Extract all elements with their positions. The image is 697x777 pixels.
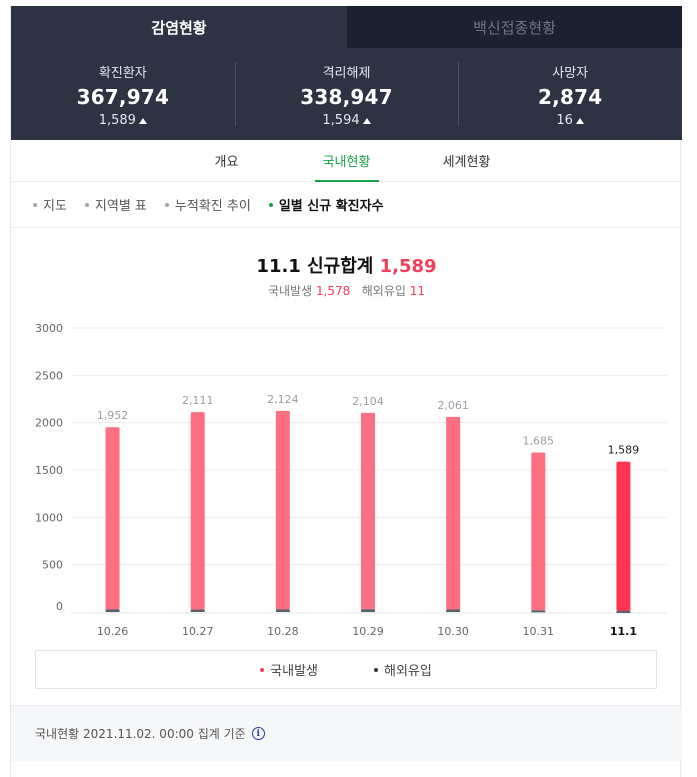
x-tick-label: 11.1 <box>610 625 637 638</box>
filter-label: 지역별 표 <box>94 199 147 214</box>
bar-domestic <box>275 410 290 610</box>
chart-title-total: 1,589 <box>379 256 437 277</box>
y-tick-label: 2000 <box>35 417 63 430</box>
y-tick-label: 3000 <box>35 322 63 335</box>
bar-overseas <box>105 609 120 612</box>
tab-overview[interactable]: 개요 <box>214 155 239 170</box>
legend-label: 국내발생 <box>270 664 318 679</box>
chart-legend: 국내발생 해외유입 <box>35 650 657 689</box>
filter-map[interactable]: 지도 <box>33 195 67 214</box>
y-tick-label: 2500 <box>35 369 63 382</box>
stat-confirmed: 확진환자 367,974 1,589 <box>11 48 235 140</box>
y-tick-label: 0 <box>56 600 63 613</box>
legend-item-domestic[interactable]: 국내발생 <box>260 660 318 679</box>
bullet-dot-icon <box>84 202 89 207</box>
x-tick-label: 10.30 <box>437 625 469 638</box>
x-tick-label: 10.31 <box>523 625 555 638</box>
stat-value: 367,974 <box>76 85 170 109</box>
filter-region-table[interactable]: 지역별 표 <box>84 195 147 214</box>
bar-overseas <box>361 609 375 612</box>
bar-total-label: 1,589 <box>608 444 640 457</box>
filter-label: 지도 <box>43 199 67 214</box>
stat-value: 338,947 <box>300 85 393 109</box>
chart-subtitle: 국내발생 1,578 해외유입 11 <box>11 282 682 299</box>
bar-total-label: 2,111 <box>182 394 214 407</box>
filter-cumulative-trend[interactable]: 누적확진 추이 <box>164 195 251 214</box>
domestic-value: 1,578 <box>315 284 351 298</box>
x-tick-label: 10.27 <box>182 625 214 638</box>
info-icon[interactable]: i <box>251 727 265 740</box>
legend-item-overseas[interactable]: 해외유입 <box>374 660 432 679</box>
stat-delta: 1,594 <box>322 113 371 128</box>
bullet-dot-icon <box>33 202 37 207</box>
stat-value: 2,874 <box>538 85 603 109</box>
tab-infection-status[interactable]: 감염현황 <box>11 6 347 48</box>
bar-overseas <box>275 609 290 612</box>
stat-delta-value: 1,594 <box>322 113 360 128</box>
stat-label: 확진환자 <box>98 66 147 81</box>
bar-total-label: 1,952 <box>97 409 129 422</box>
data-basis-footer: 국내현황 2021.11.02. 00:00 집계 기준 i <box>11 705 682 761</box>
stat-delta: 1,589 <box>99 113 147 128</box>
y-tick-label: 500 <box>42 559 63 572</box>
bar-domestic <box>361 412 375 610</box>
filter-label: 일별 신규 확진자수 <box>278 199 384 214</box>
bar-domestic <box>105 427 120 610</box>
stat-label: 격리해제 <box>322 66 371 81</box>
bar-total-label: 1,685 <box>523 434 555 447</box>
stat-delta-value: 16 <box>556 113 573 128</box>
triangle-up-icon <box>362 117 371 124</box>
legend-label: 해외유입 <box>384 664 432 679</box>
tab-vaccination-status[interactable]: 백신접종현황 <box>347 6 682 48</box>
x-tick-label: 10.28 <box>267 625 299 638</box>
bullet-dot-icon <box>164 202 169 207</box>
stat-label: 사망자 <box>552 66 589 81</box>
filter-label: 누적확진 추이 <box>174 199 251 214</box>
bar-overseas <box>531 610 546 613</box>
stat-delta-value: 1,589 <box>98 113 136 128</box>
overseas-value: 11 <box>409 284 426 298</box>
domestic-label: 국내발생 <box>267 284 313 298</box>
chart-title: 11.1 신규합계 1,589 <box>11 252 682 278</box>
filter-daily-new-cases[interactable]: 일별 신규 확진자수 <box>268 195 384 214</box>
bar-domestic <box>531 452 546 611</box>
tab-world[interactable]: 세계현황 <box>442 155 491 170</box>
bar-total-label: 2,124 <box>267 393 299 406</box>
stat-deaths: 사망자 2,874 16 <box>458 48 682 140</box>
bar-overseas <box>190 609 205 612</box>
bar-total-label: 2,061 <box>437 399 469 412</box>
overseas-label: 해외유입 <box>361 284 406 298</box>
y-tick-label: 1500 <box>35 464 63 477</box>
bullet-dot-icon <box>268 202 273 207</box>
x-tick-label: 10.29 <box>352 625 384 638</box>
sub-tab-bar: 개요 국내현황 세계현황 <box>11 140 682 182</box>
view-filter-bar: 지도 지역별 표 누적확진 추이 일별 신규 확진자수 <box>11 182 682 228</box>
bar-total-label: 2,104 <box>352 395 384 408</box>
bar-domestic <box>616 461 631 611</box>
bar-domestic <box>446 416 461 610</box>
stats-summary: 확진환자 367,974 1,589 격리해제 338,947 1,594 사망… <box>11 48 682 140</box>
daily-cases-bar-chart: 0 500 1000 1500 2000 2500 3000 1,952 10.26 2,111 1… <box>35 322 667 638</box>
y-tick-label: 1000 <box>35 511 63 524</box>
tab-domestic[interactable]: 국내현황 <box>287 140 407 182</box>
stat-released: 격리해제 338,947 1,594 <box>234 48 459 140</box>
triangle-up-icon <box>575 117 584 124</box>
legend-dot-icon <box>260 667 265 672</box>
bar-overseas <box>446 609 461 612</box>
bar-domestic <box>190 412 205 610</box>
x-tick-label: 10.26 <box>97 625 129 638</box>
legend-dot-icon <box>374 667 378 672</box>
covid-status-widget: 감염현황 백신접종현황 확진환자 367,974 1,589 격리해제 338,… <box>10 6 682 777</box>
data-basis-text: 국내현황 2021.11.02. 00:00 집계 기준 <box>35 727 246 741</box>
stat-delta: 16 <box>556 113 584 128</box>
triangle-up-icon <box>138 117 147 124</box>
bar-overseas <box>616 610 631 613</box>
top-tab-bar: 감염현황 백신접종현황 <box>11 6 682 48</box>
chart-title-text: 11.1 신규합계 <box>256 256 374 277</box>
